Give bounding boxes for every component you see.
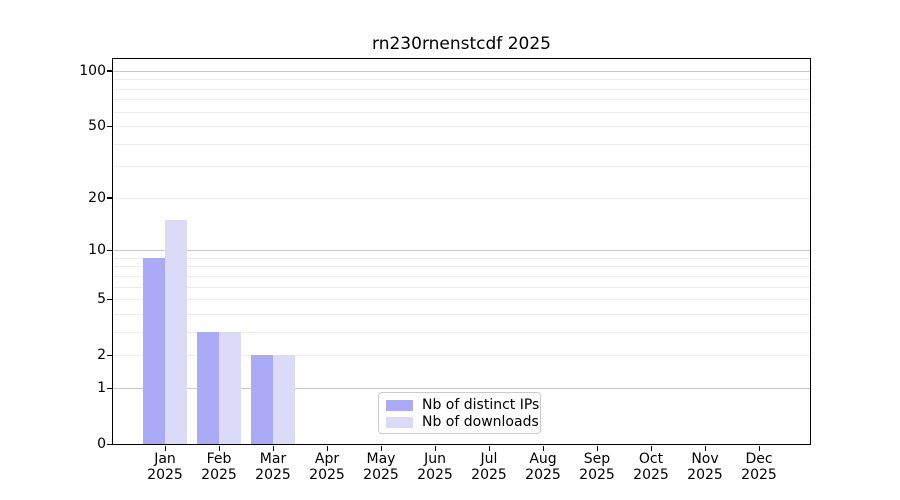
- x-tick-label-month: Jun: [424, 451, 446, 467]
- x-tick-label-year: 2025: [309, 466, 345, 483]
- y-gridline-major: [113, 388, 810, 389]
- y-tick-mark: [107, 125, 112, 127]
- y-tick-mark: [107, 443, 112, 445]
- y-tick-mark: [107, 197, 112, 199]
- x-tick-mark: [650, 445, 652, 451]
- x-tick-label: Jul 2025: [457, 451, 521, 483]
- x-tick-mark: [434, 445, 436, 451]
- x-tick-label-month: Jul: [480, 451, 498, 467]
- y-tick-label: 2: [97, 347, 106, 364]
- x-tick-mark: [272, 445, 274, 451]
- x-tick-mark: [542, 445, 544, 451]
- y-gridline-minor: [113, 79, 810, 81]
- y-gridline-minor: [113, 166, 810, 168]
- bar-downloads: [219, 331, 241, 444]
- y-tick-label: 10: [88, 242, 106, 259]
- legend: Nb of distinct IPs Nb of downloads: [378, 392, 541, 434]
- x-tick-label-year: 2025: [417, 466, 453, 483]
- y-gridline-minor: [113, 299, 810, 301]
- x-tick-label-month: Mar: [259, 451, 287, 467]
- x-tick-label-month: Feb: [206, 451, 232, 467]
- x-tick-label: Dec 2025: [727, 451, 791, 483]
- y-tick-label: 50: [88, 118, 106, 135]
- y-tick-label: 100: [79, 62, 106, 79]
- x-tick-label: Aug 2025: [511, 451, 575, 483]
- x-tick-label-year: 2025: [741, 466, 777, 483]
- x-tick-label: Jun 2025: [403, 451, 467, 483]
- y-gridline-minor: [113, 99, 810, 101]
- legend-entry-distinct-ips: Nb of distinct IPs: [386, 397, 540, 414]
- y-gridline-minor: [113, 355, 810, 357]
- x-tick-label: Jan 2025: [133, 451, 197, 483]
- x-tick-label-month: Dec: [745, 451, 773, 467]
- y-tick-label: 1: [97, 380, 106, 396]
- y-tick-mark: [107, 298, 112, 300]
- x-tick-mark: [758, 445, 760, 451]
- y-gridline-minor: [113, 313, 810, 315]
- plot-area: Nb of distinct IPs Nb of downloads: [112, 58, 811, 445]
- x-tick-mark: [596, 445, 598, 451]
- x-tick-label: Feb 2025: [187, 451, 251, 483]
- y-tick-label: 0: [97, 436, 106, 452]
- y-tick-mark: [107, 354, 112, 356]
- x-tick-mark: [326, 445, 328, 451]
- x-tick-label-year: 2025: [363, 466, 399, 483]
- y-tick-mark: [107, 70, 112, 72]
- bar-distinct-ips: [197, 331, 219, 444]
- legend-swatch-distinct-ips: [386, 400, 413, 411]
- y-gridline-minor: [113, 257, 810, 259]
- bar-distinct-ips: [251, 355, 273, 444]
- x-tick-label-year: 2025: [471, 466, 507, 483]
- x-tick-label: Apr 2025: [295, 451, 359, 483]
- y-gridline-major: [113, 70, 810, 72]
- x-tick-label-year: 2025: [633, 466, 669, 483]
- x-tick-mark: [380, 445, 382, 451]
- legend-swatch-downloads: [386, 417, 413, 428]
- x-tick-label-month: Nov: [691, 451, 719, 467]
- y-gridline-minor: [113, 331, 810, 333]
- y-gridline-minor: [113, 143, 810, 145]
- bar-downloads: [273, 355, 295, 444]
- y-gridline-minor: [113, 111, 810, 113]
- legend-entry-downloads: Nb of downloads: [386, 414, 540, 431]
- x-tick-mark: [164, 445, 166, 451]
- x-tick-label-month: Oct: [638, 451, 664, 467]
- bar-downloads: [165, 219, 187, 444]
- x-tick-label: Sep 2025: [565, 451, 629, 483]
- x-tick-label-year: 2025: [201, 466, 237, 483]
- x-tick-label-month: Apr: [314, 451, 340, 467]
- y-tick-mark: [107, 249, 112, 251]
- x-tick-label-month: Sep: [583, 451, 611, 467]
- x-tick-label-year: 2025: [525, 466, 561, 483]
- x-tick-label-month: Aug: [529, 451, 557, 467]
- y-gridline-minor: [113, 286, 810, 288]
- chart-title: rn230rnenstcdf 2025: [372, 34, 551, 54]
- y-tick-mark: [107, 387, 112, 389]
- y-gridline-minor: [113, 266, 810, 268]
- x-tick-label-month: May: [366, 451, 396, 467]
- legend-label-distinct-ips: Nb of distinct IPs: [422, 397, 540, 413]
- x-tick-mark: [218, 445, 220, 451]
- x-tick-label: Nov 2025: [673, 451, 737, 483]
- y-gridline-major: [113, 250, 810, 252]
- bar-distinct-ips: [143, 257, 165, 444]
- y-gridline-minor: [113, 126, 810, 128]
- x-tick-label-year: 2025: [579, 466, 615, 483]
- x-tick-label-month: Jan: [154, 451, 176, 467]
- y-tick-label: 20: [88, 189, 106, 206]
- x-tick-label-year: 2025: [147, 466, 183, 483]
- x-tick-label-year: 2025: [687, 466, 723, 483]
- x-tick-label: Oct 2025: [619, 451, 683, 483]
- y-gridline-minor: [113, 275, 810, 277]
- x-tick-label: May 2025: [349, 451, 413, 483]
- x-tick-mark: [704, 445, 706, 451]
- x-tick-label: Mar 2025: [241, 451, 305, 483]
- y-tick-label: 5: [97, 291, 106, 308]
- legend-label-downloads: Nb of downloads: [422, 414, 539, 430]
- y-gridline-minor: [113, 88, 810, 90]
- y-gridline-minor: [113, 197, 810, 199]
- x-tick-mark: [488, 445, 490, 451]
- x-tick-label-year: 2025: [255, 466, 291, 483]
